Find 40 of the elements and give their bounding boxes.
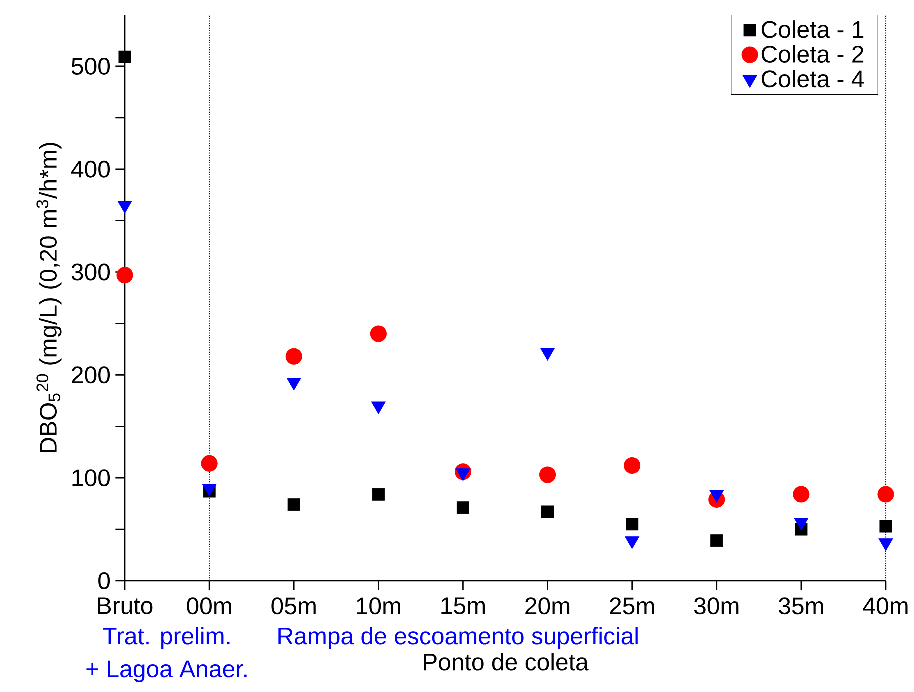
point: [626, 518, 639, 531]
x-tick-label: 10m: [357, 598, 400, 615]
x-tick-label: 15m: [442, 598, 485, 614]
point: [116, 267, 134, 284]
x-tick-label: 05m: [272, 598, 316, 615]
point: [201, 455, 218, 472]
legend-label: Coleta - 4: [762, 70, 864, 88]
x-tick-label: 35m: [779, 598, 824, 615]
x-tick-label: 00m: [187, 598, 232, 615]
point: [370, 326, 387, 342]
text: + Lagoa Anaer.: [86, 660, 247, 682]
point: [878, 486, 894, 503]
y-tick-label: 500: [72, 58, 110, 75]
legend-label: Coleta - 1: [762, 20, 864, 38]
point: [286, 348, 302, 365]
legend-label: Coleta - 2: [762, 45, 864, 63]
y-tick-label: 400: [71, 160, 110, 178]
y-tick-label: 0: [98, 572, 110, 590]
x-axis-title: Ponto de coleta: [424, 653, 589, 671]
point: [880, 520, 892, 533]
text: Trat. prelim.: [103, 627, 230, 650]
point: [118, 50, 132, 64]
point: [288, 498, 300, 512]
y-tick-label: 100: [72, 470, 110, 487]
point: [793, 486, 810, 503]
point: [540, 466, 556, 484]
x-tick-label: 20m: [526, 598, 570, 615]
text: Rampa de escoamento superficial: [278, 627, 638, 650]
point: [542, 506, 554, 518]
point: [624, 457, 641, 474]
y-tick-label: 200: [72, 366, 110, 384]
x-tick-label: Bruto: [98, 598, 153, 614]
point: [456, 502, 470, 514]
point: [372, 488, 385, 501]
x-tick-label: 30m: [694, 598, 739, 615]
point: [710, 534, 724, 548]
y-axis-title: DBO$_{5}$$^{20}$ (mg/L) (0,20 m$^{3}$/h*m): [36, 143, 62, 452]
y-tick-label: 300: [72, 264, 110, 281]
x-tick-label: 40m: [863, 598, 908, 615]
x-tick-label: 25m: [610, 598, 654, 615]
